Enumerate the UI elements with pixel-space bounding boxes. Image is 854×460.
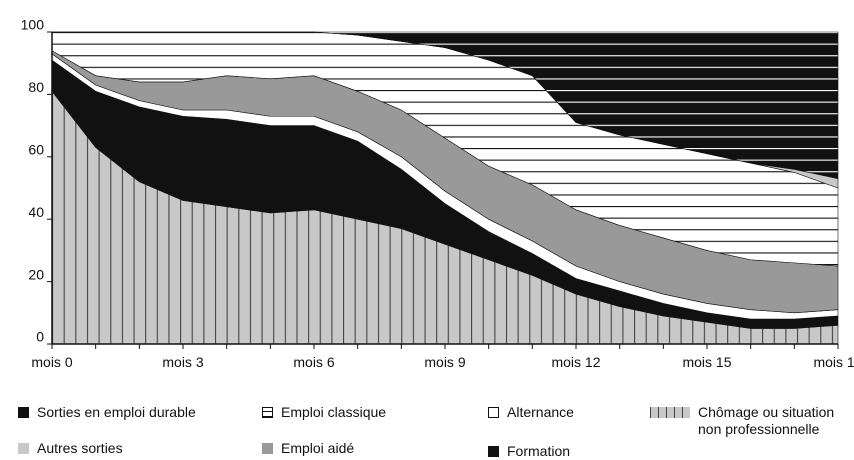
legend-item: Sorties en emploi durable [18, 404, 268, 421]
y-tick-label: 100 [21, 17, 45, 33]
legend-item: Emploi aidé [262, 440, 462, 457]
legend-label: Formation [507, 443, 571, 459]
legend-item: Autres sorties [18, 440, 248, 457]
y-tick-label: 40 [28, 204, 44, 220]
chart: 0 20 40 60 80 100 mois 0 mois 3 mois 6 mois 9 mois… [21, 17, 854, 370]
legend-item: Emploi classique [262, 404, 462, 421]
legend-label: Emploi aidé [281, 440, 355, 456]
area [52, 31, 839, 180]
legend-label: Alternance [507, 404, 574, 420]
legend-label: Sorties en emploi durable [37, 404, 196, 420]
y-tick-label: 60 [28, 142, 44, 158]
x-tick-label: mois 15 [682, 354, 731, 370]
x-tick-label: mois 6 [293, 354, 334, 370]
legend-swatch [18, 407, 29, 418]
legend-swatch [18, 443, 29, 454]
legend-item: Chômage ou situation non professionnelle [650, 404, 840, 438]
y-tick-label: 80 [28, 79, 44, 95]
x-tick-label: mois 12 [551, 354, 600, 370]
x-tick-label: mois 9 [424, 354, 465, 370]
legend-swatch [262, 407, 273, 418]
legend-swatch [488, 407, 499, 418]
legend-label: Autres sorties [37, 440, 123, 456]
legend-swatch [262, 443, 273, 454]
legend-swatch [650, 407, 690, 418]
legend-swatch [488, 446, 499, 457]
y-tick-label: 0 [36, 329, 44, 345]
x-tick-label: mois 3 [162, 354, 203, 370]
legend-label: Emploi classique [281, 404, 387, 420]
x-tick-label: mois 18 [813, 354, 854, 370]
y-tick-label: 20 [28, 266, 44, 282]
legend-label: Chômage ou situation non professionnelle [698, 404, 835, 437]
legend-item: Formation [488, 443, 638, 460]
x-tick-label: mois 0 [31, 354, 72, 370]
legend-item: Alternance [488, 404, 638, 421]
